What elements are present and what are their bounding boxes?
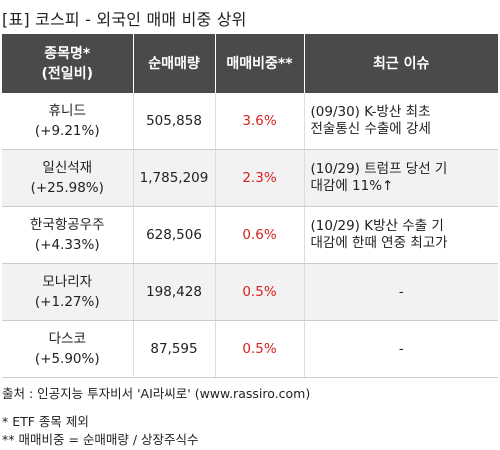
- stock-change: (+4.33%): [34, 237, 100, 253]
- table-row: 일신석재 (+25.98%) 1,785,209 2.3% (10/29) 트럼…: [2, 149, 498, 207]
- stock-name-cell: 일신석재 (+25.98%): [2, 149, 133, 207]
- stock-name: 다스코: [48, 331, 86, 347]
- stock-name: 모나리자: [42, 274, 93, 290]
- table-row: 한국항공우주 (+4.33%) 628,506 0.6% (10/29) K방산…: [2, 206, 498, 264]
- trade-ratio-cell: 0.6%: [214, 206, 304, 264]
- issue-line1: (10/29) K방산 수출 기: [310, 218, 444, 234]
- stock-name: 휴니드: [48, 103, 86, 119]
- header-trade-ratio: 매매비중**: [214, 34, 304, 93]
- issue-line2: 전술통신 수출에 강세: [310, 121, 431, 137]
- stock-name-cell: 휴니드 (+9.21%): [2, 93, 133, 150]
- table-row: 모나리자 (+1.27%) 198,428 0.5% -: [2, 263, 498, 321]
- issue-cell: -: [303, 263, 498, 321]
- header-name-line2: (전일비): [41, 65, 93, 82]
- stock-name-cell: 모나리자 (+1.27%): [2, 263, 133, 321]
- issue-line1: (10/29) 트럼프 당선 기: [310, 161, 448, 177]
- net-volume-cell: 87,595: [132, 320, 215, 378]
- trade-ratio-cell: 2.3%: [214, 149, 304, 207]
- header-net-volume: 순매매량: [132, 34, 215, 93]
- stock-change: (+5.90%): [34, 351, 100, 367]
- issue-line2: 대감에 한때 연중 최고가: [310, 235, 448, 251]
- header-issue: 최근 이슈: [303, 34, 498, 93]
- stock-name: 일신석재: [42, 160, 93, 176]
- footnote-etf: * ETF 종목 제외: [2, 414, 89, 429]
- issue-cell: (10/29) 트럼프 당선 기 대감에 11%↑: [303, 149, 498, 207]
- stock-change: (+25.98%): [30, 180, 104, 196]
- net-volume-cell: 198,428: [132, 263, 215, 321]
- issue-cell: -: [303, 320, 498, 378]
- issue-cell: (10/29) K방산 수출 기 대감에 한때 연중 최고가: [303, 206, 498, 264]
- net-volume-cell: 628,506: [132, 206, 215, 264]
- header-name-line1: 종목명*: [44, 45, 91, 62]
- issue-line1: (09/30) K-방산 최초: [310, 104, 431, 120]
- issue-cell: (09/30) K-방산 최초 전술통신 수출에 강세: [303, 93, 498, 150]
- table-row: 휴니드 (+9.21%) 505,858 3.6% (09/30) K-방산 최…: [2, 93, 498, 150]
- foreign-trade-ratio-table: 종목명* (전일비) 순매매량 매매비중** 최근 이슈 휴니드 (+9.21%…: [2, 34, 498, 378]
- table-row: 다스코 (+5.90%) 87,595 0.5% -: [2, 320, 498, 378]
- table-title: [표] 코스피 - 외국인 매매 비중 상위: [2, 10, 247, 29]
- source-note: 출처 : 인공지능 투자비서 'AI라씨로' (www.rassiro.com): [2, 386, 311, 401]
- stock-change: (+1.27%): [34, 294, 100, 310]
- stock-name-cell: 한국항공우주 (+4.33%): [2, 206, 133, 264]
- net-volume-cell: 505,858: [132, 93, 215, 150]
- header-stock-name: 종목명* (전일비): [2, 34, 133, 93]
- trade-ratio-cell: 3.6%: [214, 93, 304, 150]
- stock-name: 한국항공우주: [29, 217, 105, 233]
- stock-name-cell: 다스코 (+5.90%): [2, 320, 133, 378]
- table-header-row: 종목명* (전일비) 순매매량 매매비중** 최근 이슈: [2, 34, 498, 93]
- issue-line2: 대감에 11%↑: [310, 178, 394, 194]
- net-volume-cell: 1,785,209: [132, 149, 215, 207]
- stock-change: (+9.21%): [34, 123, 100, 139]
- trade-ratio-cell: 0.5%: [214, 263, 304, 321]
- footnote-ratio: ** 매매비중 = 순매매량 / 상장주식수: [2, 432, 199, 447]
- trade-ratio-cell: 0.5%: [214, 320, 304, 378]
